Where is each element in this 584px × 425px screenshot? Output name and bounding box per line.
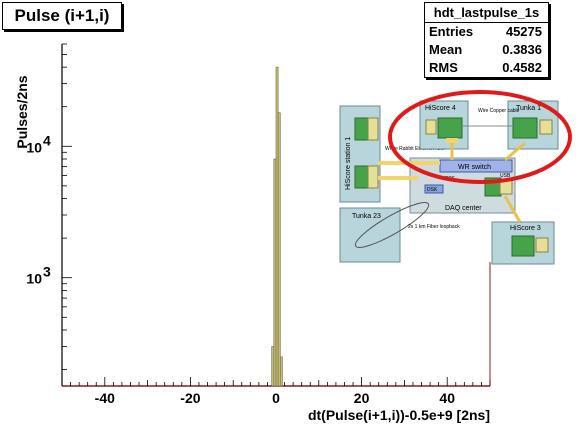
station1-yellow-link2 [378,176,418,180]
y-tick-label: 10 [26,139,42,155]
stats-row-entries: Entries 45275 [425,23,548,41]
fiber-loop [354,202,430,248]
histogram-bin [273,158,277,387]
stats-label: RMS [429,60,458,75]
stats-row-mean: Mean 0.3836 [425,41,548,59]
x-axis-title: dt(Pulse(i+1,i))-0.5e+9 [2ns] [308,407,490,423]
fiber-loopback-label: 2x 1 km Fiber loopback [408,224,460,230]
station1-fpga-bottom [367,165,379,189]
tunka1-wr-link [504,141,526,162]
x-tick-label: 20 [354,390,370,406]
x-ticks: -40 -20 0 20 40 [61,377,491,406]
stats-value: 45275 [505,24,542,39]
x-tick-label: 0 [272,390,280,406]
tunka1-fpga [539,119,553,135]
stats-label: Entries [429,24,474,39]
stats-row-rms: RMS 0.4582 [425,59,548,77]
daq-center-label: DAQ center [445,205,482,212]
y-tick-exponent: 4 [43,132,51,148]
hiscore3-fpga [535,237,549,253]
histogram-bin [275,66,279,387]
stats-box: hdt_lastpulse_1s Entries 45275 Mean 0.38… [424,2,549,78]
hiscore4-label: HiScore 4 [425,105,456,112]
histogram-bin [271,346,275,387]
hiscore4-sfp [446,138,458,143]
stats-name: hdt_lastpulse_1s [425,3,548,23]
stats-label: Mean [429,42,463,57]
hiscore-station1-label: HiScore station 1 [345,137,352,190]
wr-switch-box [439,159,513,173]
daq-dsk-box [424,184,444,194]
x-tick-label: -40 [95,390,115,406]
tunka23-label: Tunka 23 [352,213,381,220]
hiscore3-card [511,235,535,257]
station1-card-bottom [354,165,370,189]
daq-usb-label: USB [500,173,511,179]
stats-value: 0.4582 [502,60,542,75]
histogram-bin [277,112,281,387]
inset-diagram: DAQ center WR switch DSK PPS USB HiScore… [339,90,572,265]
y-axis-title: Pulses/2ns [14,75,30,148]
highlight-ellipse [388,90,572,184]
tunka1-card [512,117,538,139]
daq-dsk-label: DSK [427,187,438,193]
histogram-title: Pulse (i+1,i) [2,2,122,30]
tunka23-box [339,207,401,263]
hiscore4-fpga [425,119,437,135]
station1-card-top [354,117,370,141]
tunka1-label: Tunka 1 [516,105,541,112]
x-tick-label: -20 [180,390,200,406]
hiscore3-link [503,195,522,223]
hiscore4-card [437,117,463,139]
histogram-bars [271,66,283,387]
hiscore3-label: HiScore 3 [510,225,541,232]
x-tick-label: 40 [439,390,455,406]
histogram-bin [279,356,283,387]
copper-cable-label: Wire Copper cable [478,108,520,114]
wr-fiber-label: White Rabbit Ethernet fiber [385,146,445,152]
station1-fpga-top [367,117,379,141]
stats-value: 0.3836 [502,42,542,57]
y-tick-label: 10 [26,271,42,287]
y-tick-exponent: 3 [43,264,51,280]
wr-switch-label: WR switch [458,164,491,171]
